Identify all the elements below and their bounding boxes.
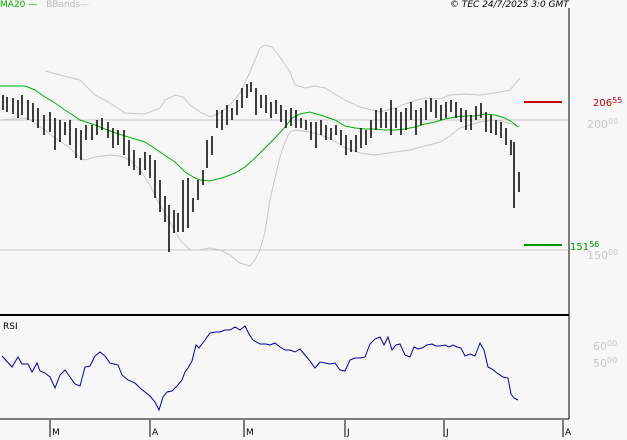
- bband-lower: [0, 117, 521, 267]
- rsi-panel-label: RSI: [3, 322, 18, 332]
- x-label-mar: M: [52, 428, 60, 438]
- rsi-tick-decimals: 00: [607, 356, 618, 365]
- copyright-timestamp: © TEC 24/7/2025 3:0 GMT: [450, 0, 569, 10]
- y-tick-value: 150: [587, 249, 608, 262]
- resistance-decimals: 55: [612, 96, 623, 105]
- support-value: 151: [570, 242, 590, 253]
- rsi-tick-decimals: 00: [607, 339, 618, 348]
- rsi-tick-60: 6000: [593, 339, 617, 353]
- legend-bbands: BBands: [46, 0, 81, 10]
- rsi-tick-value: 60: [593, 340, 607, 353]
- rsi-tick-value: 50: [593, 357, 607, 370]
- rsi-tick-50: 5000: [593, 356, 617, 370]
- ma20-line: [0, 85, 519, 182]
- y-tick-value: 200: [587, 118, 608, 131]
- x-axis-ticks: [49, 420, 564, 437]
- x-label-jun: J: [347, 428, 350, 438]
- y-tick-200: 20000: [587, 117, 618, 131]
- resistance-label: 20655: [593, 96, 622, 109]
- bband-upper: [44, 44, 521, 118]
- support-label: 15156: [570, 240, 599, 253]
- support-decimals: 56: [589, 240, 600, 249]
- chart-legend: MA20 — BBands—: [0, 0, 89, 11]
- legend-ma20-swatch: —: [25, 0, 38, 10]
- x-label-may: M: [246, 428, 254, 438]
- price-bars: [2, 82, 520, 252]
- x-label-jul: J: [446, 428, 449, 438]
- rsi-line: [1, 325, 519, 412]
- x-label-apr: A: [152, 428, 159, 438]
- resistance-value: 206: [593, 98, 613, 109]
- legend-bbands-swatch: —: [80, 0, 90, 10]
- y-tick-decimals: 00: [608, 248, 619, 257]
- y-tick-decimals: 00: [608, 117, 619, 126]
- x-label-aug: A: [565, 428, 572, 438]
- legend-ma20: MA20: [0, 0, 26, 10]
- y-tick-150: 15000: [587, 248, 618, 262]
